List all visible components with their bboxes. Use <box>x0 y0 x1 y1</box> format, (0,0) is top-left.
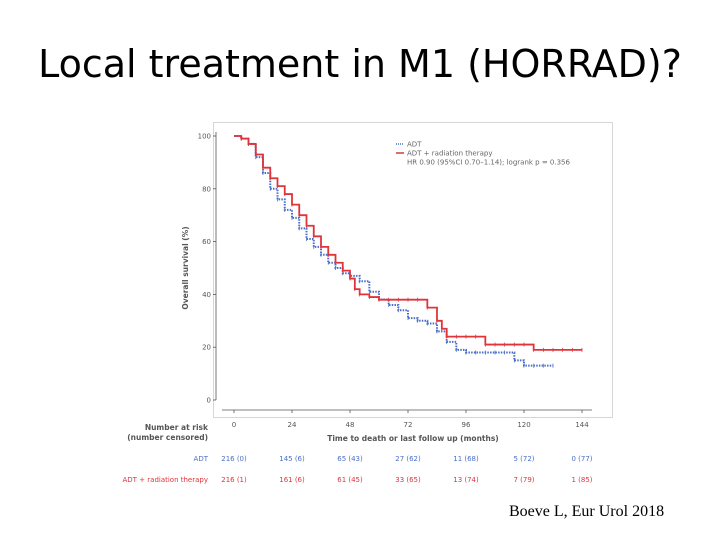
risk-cell: 216 (1) <box>221 476 247 484</box>
slide-title: Local treatment in M1 (HORRAD)? <box>38 42 682 86</box>
x-tick-label: 48 <box>346 421 355 429</box>
risk-row-label: ADT + radiation therapy <box>122 476 209 484</box>
y-tick-label: 0 <box>207 397 211 405</box>
risk-cell: 13 (74) <box>453 476 479 484</box>
risk-cell: 145 (6) <box>279 455 305 463</box>
legend-entry: ADT + radiation therapy <box>407 150 493 158</box>
figure-frame <box>213 122 613 418</box>
x-tick-label: 24 <box>288 421 297 429</box>
risk-cell: 33 (65) <box>395 476 421 484</box>
risk-cell: 65 (43) <box>337 455 363 463</box>
y-tick-label: 20 <box>202 344 211 352</box>
y-tick-label: 100 <box>198 133 211 141</box>
risk-cell: 27 (62) <box>395 455 421 463</box>
risk-cell: 0 (77) <box>571 455 593 463</box>
risk-cell: 11 (68) <box>453 455 479 463</box>
y-tick-label: 40 <box>202 291 211 299</box>
risk-row-label: ADT <box>193 455 208 463</box>
y-tick-label: 60 <box>202 238 211 246</box>
legend-entry: ADT <box>407 141 422 149</box>
risk-table-header: Number at risk <box>144 423 208 432</box>
x-tick-label: 144 <box>575 421 589 429</box>
y-tick-label: 80 <box>202 185 211 193</box>
series-adt-line <box>234 135 553 367</box>
x-tick-label: 0 <box>232 421 236 429</box>
risk-table-subheader: (number censored) <box>127 433 208 442</box>
risk-cell: 7 (79) <box>513 476 535 484</box>
risk-cell: 216 (0) <box>221 455 247 463</box>
x-tick-label: 72 <box>404 421 413 429</box>
risk-cell: 61 (45) <box>337 476 363 484</box>
y-axis-label: Overall survival (%) <box>181 226 190 309</box>
citation: Boeve L, Eur Urol 2018 <box>509 503 665 520</box>
legend-stat: HR 0.90 (95%CI 0.70–1.14); logrank p = 0… <box>407 159 571 167</box>
risk-cell: 161 (6) <box>279 476 305 484</box>
risk-cell: 5 (72) <box>513 455 535 463</box>
x-tick-label: 96 <box>462 421 471 429</box>
risk-cell: 1 (85) <box>571 476 593 484</box>
x-tick-label: 120 <box>517 421 530 429</box>
x-axis-label: Time to death or last follow up (months) <box>327 434 498 443</box>
